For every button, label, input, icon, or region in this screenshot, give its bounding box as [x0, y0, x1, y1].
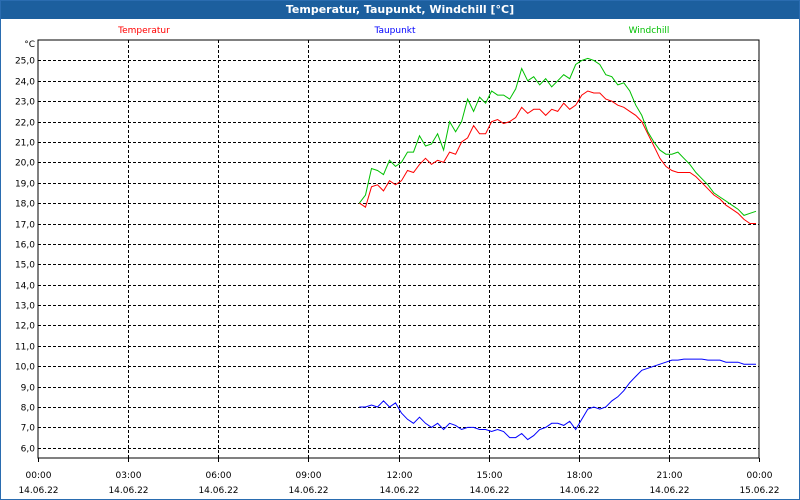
y-tick-label: 10,0: [15, 363, 35, 373]
series-line-taupunkt: [359, 358, 756, 441]
y-tick-label: 6,0: [21, 445, 36, 455]
legend-taupunkt: Taupunkt: [373, 26, 416, 36]
y-tick-label: 20,0: [15, 159, 35, 169]
y-tick-label: 13,0: [15, 302, 35, 312]
y-tick-label: 9,0: [21, 384, 36, 394]
y-axis-label: °C: [24, 40, 35, 50]
x-tick-time: 18:00: [567, 471, 593, 481]
y-tick-label: 23,0: [15, 98, 35, 108]
x-tick-date: 14.06.22: [559, 486, 599, 496]
x-tick-date: 14.06.22: [18, 486, 58, 496]
x-tick-date: 14.06.22: [198, 486, 238, 496]
y-tick-label: 25,0: [15, 57, 35, 67]
x-tick-date: 14.06.22: [469, 486, 509, 496]
y-tick-label: 15,0: [15, 261, 35, 271]
x-tick-date: 14.06.22: [379, 486, 419, 496]
y-tick-label: 19,0: [15, 180, 35, 190]
x-tick-date: 14.06.22: [108, 486, 148, 496]
x-tick-time: 09:00: [296, 471, 322, 481]
y-tick-label: 22,0: [15, 119, 35, 129]
y-tick-label: 18,0: [15, 200, 35, 210]
x-tick-time: 00:00: [747, 471, 773, 481]
y-tick-label: 7,0: [21, 424, 36, 434]
x-tick-date: 14.06.22: [288, 486, 328, 496]
x-tick-time: 15:00: [477, 471, 503, 481]
legend-windchill: Windchill: [629, 26, 670, 36]
legend-temperatur: Temperatur: [117, 26, 170, 36]
y-tick-label: 16,0: [15, 241, 35, 251]
x-tick-time: 12:00: [387, 471, 413, 481]
x-tick-date: 14.06.22: [649, 486, 689, 496]
x-tick-time: 00:00: [26, 471, 52, 481]
y-tick-label: 11,0: [15, 343, 35, 353]
plot-frame: [37, 39, 760, 459]
x-tick-time: 06:00: [206, 471, 232, 481]
x-tick-time: 03:00: [116, 471, 142, 481]
x-tick-date: 15.06.22: [739, 486, 779, 496]
y-tick-label: 8,0: [21, 404, 36, 414]
series-line-windchill: [359, 57, 757, 216]
y-tick-label: 21,0: [15, 139, 35, 149]
y-tick-label: 24,0: [15, 78, 35, 88]
y-tick-label: 14,0: [15, 282, 35, 292]
series-line-temperatur: [359, 90, 756, 224]
window-title: Temperatur, Taupunkt, Windchill [°C]: [1, 1, 799, 19]
y-tick-label: 12,0: [15, 322, 35, 332]
x-tick-time: 21:00: [657, 471, 683, 481]
y-tick-label: 17,0: [15, 221, 35, 231]
